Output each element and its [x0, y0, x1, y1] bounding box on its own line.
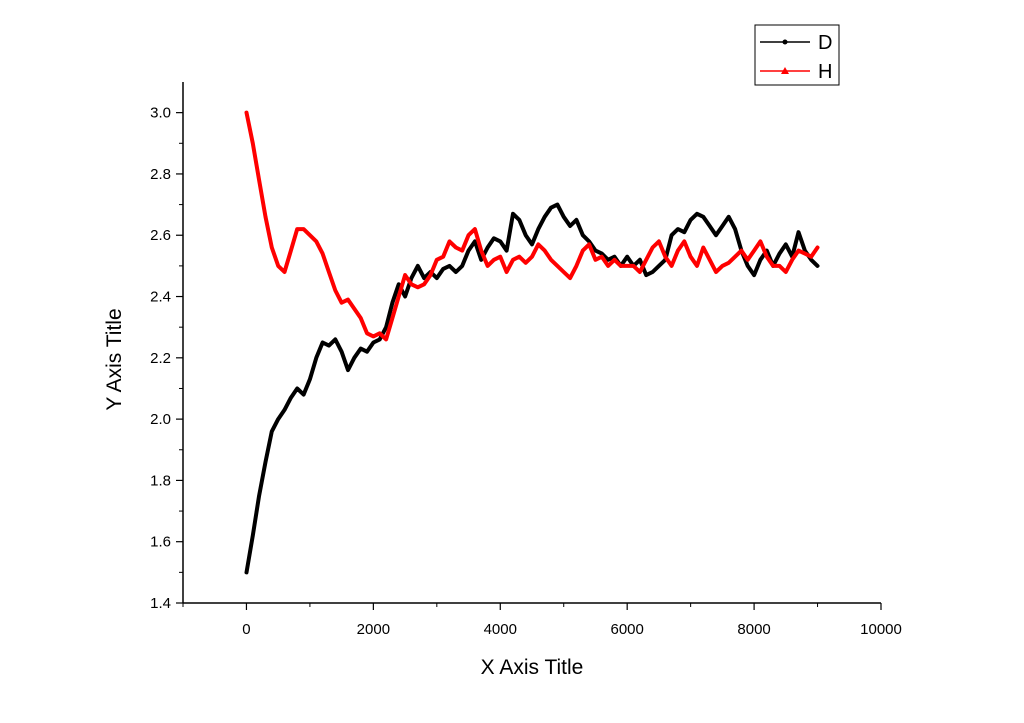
legend: DH	[754, 24, 840, 86]
y-tick-label: 2.8	[150, 166, 171, 183]
y-ticks: 1.4 1.6 1.8 2.0 2.2 2.4 2.6 2.8 3.0	[150, 105, 183, 612]
x-tick-label: 2000	[357, 621, 390, 638]
y-tick-label: 1.6	[150, 534, 171, 551]
legend-marker-d	[782, 39, 788, 45]
legend-label-d: D	[818, 32, 832, 54]
series-line-h	[244, 110, 820, 342]
legend-box	[754, 24, 840, 86]
series-line-d	[244, 202, 820, 575]
y-tick-label: 2.2	[150, 350, 171, 367]
axes: 0 2000 4000 6000 8000 10000 1.4 1.6 1.8 2.0 2.2 2.…	[150, 82, 902, 638]
y-tick-label: 1.8	[150, 472, 171, 489]
y-tick-label: 1.4	[150, 595, 171, 612]
y-tick-label: 2.0	[150, 411, 171, 428]
legend-marker-h	[781, 67, 789, 74]
x-tick-label: 6000	[610, 621, 643, 638]
y-tick-label: 2.4	[150, 289, 171, 306]
x-tick-label: 4000	[484, 621, 517, 638]
legend-entries: DH	[760, 32, 832, 83]
y-tick-label: 3.0	[150, 105, 171, 122]
x-tick-label: 8000	[737, 621, 770, 638]
x-axis-title: X Axis Title	[481, 656, 584, 679]
x-tick-label: 10000	[860, 621, 902, 638]
x-ticks: 0 2000 4000 6000 8000 10000	[182, 603, 902, 638]
x-tick-label: 0	[242, 621, 250, 638]
y-tick-label: 2.6	[150, 227, 171, 244]
legend-label-h: H	[818, 61, 832, 83]
series-layer	[244, 110, 820, 575]
y-axis-title: Y Axis Title	[103, 308, 126, 410]
